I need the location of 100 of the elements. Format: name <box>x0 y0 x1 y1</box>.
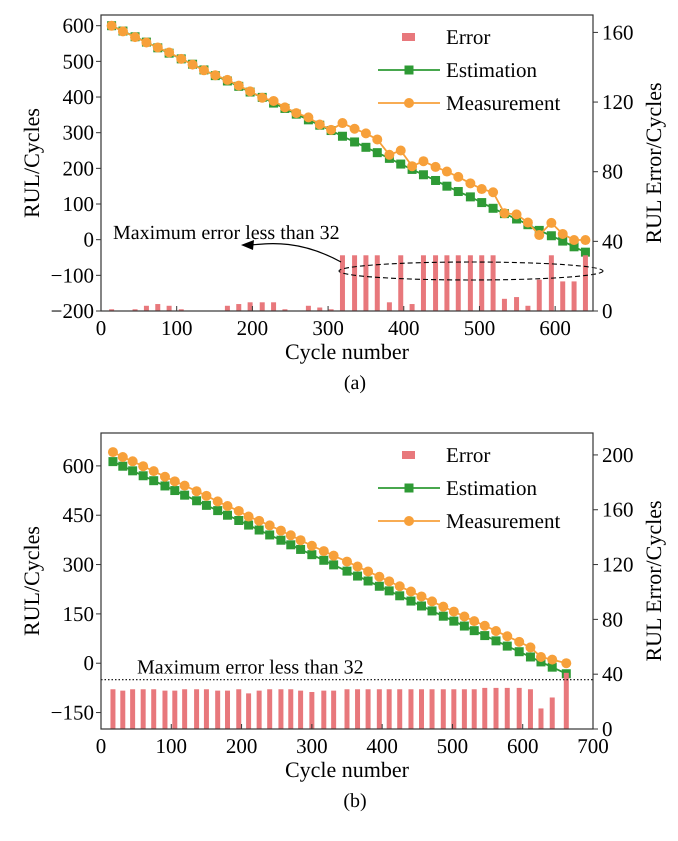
bar <box>420 255 426 311</box>
x-tick-label: 600 <box>506 734 538 758</box>
bar <box>376 689 382 729</box>
y2-tick-label: 80 <box>602 160 623 184</box>
point <box>296 544 306 554</box>
x-tick-label: 500 <box>464 316 496 340</box>
bar <box>352 255 358 311</box>
point <box>536 652 546 662</box>
bar <box>236 304 242 311</box>
point <box>202 500 211 510</box>
point <box>192 486 202 496</box>
point <box>222 501 233 512</box>
point <box>546 231 556 240</box>
bar <box>494 688 499 729</box>
point <box>170 476 180 486</box>
text: (a) <box>344 372 366 394</box>
point <box>492 636 501 646</box>
point <box>558 228 568 239</box>
point <box>406 596 416 606</box>
point <box>448 606 459 617</box>
y-tick-label: 600 <box>62 14 94 38</box>
y2-tick-label: 200 <box>602 442 634 467</box>
point <box>488 204 498 213</box>
x-tick-label: 100 <box>156 734 188 758</box>
legend-label: Error <box>446 443 490 467</box>
point <box>128 466 138 476</box>
bar <box>120 690 126 729</box>
x-axis-title: Cycle number <box>284 339 410 364</box>
y-axis-title: RUL/Cycles <box>19 108 44 218</box>
bar <box>386 689 392 729</box>
point <box>350 124 360 134</box>
legend-label: Measurement <box>446 509 560 533</box>
point <box>460 622 469 631</box>
point <box>438 612 448 621</box>
bar <box>490 255 496 311</box>
bar <box>340 255 345 311</box>
bar <box>151 689 156 729</box>
bar <box>204 689 209 729</box>
point <box>234 516 244 525</box>
y2-axis-title: RUL Error/Cycles <box>641 500 666 662</box>
point <box>329 560 338 570</box>
bar <box>321 690 326 729</box>
bar <box>344 689 350 729</box>
point <box>306 540 317 551</box>
y2-tick-label: 40 <box>602 229 623 254</box>
y2-tick-label: 40 <box>602 662 623 686</box>
point <box>428 606 437 616</box>
point <box>303 112 314 122</box>
point <box>276 526 286 536</box>
bar <box>548 255 554 311</box>
bar <box>479 255 484 311</box>
point <box>430 162 441 172</box>
y2-tick-label: 160 <box>602 498 634 522</box>
bar <box>215 690 220 729</box>
bar <box>502 298 507 311</box>
bar <box>456 255 461 311</box>
bar <box>309 692 314 729</box>
point <box>234 506 244 516</box>
y-tick-label: −150 <box>50 700 94 725</box>
point <box>148 466 159 476</box>
point <box>108 457 118 466</box>
bar <box>528 689 533 729</box>
point <box>394 581 405 592</box>
point <box>396 146 406 156</box>
x-tick-label: 300 <box>312 316 344 340</box>
point <box>118 452 128 462</box>
bar <box>462 689 467 729</box>
point <box>363 566 374 576</box>
point <box>328 550 339 561</box>
bar <box>550 697 555 729</box>
point <box>374 572 384 582</box>
point <box>418 156 428 166</box>
bar <box>246 693 252 729</box>
point <box>580 235 590 246</box>
point <box>418 170 428 180</box>
point <box>459 612 470 622</box>
bar <box>172 690 178 729</box>
point <box>264 520 275 530</box>
point <box>480 631 490 640</box>
point <box>160 481 170 490</box>
point <box>342 566 352 576</box>
x-tick-label: 500 <box>436 734 468 758</box>
point <box>286 530 296 540</box>
point <box>286 540 296 550</box>
point <box>353 572 362 581</box>
bar <box>514 297 520 311</box>
bar <box>433 255 438 311</box>
y-tick-label: 450 <box>62 503 94 528</box>
y-tick-label: 100 <box>62 192 94 216</box>
annotation: Maximum error less than 32 <box>113 222 340 244</box>
point <box>384 150 394 160</box>
bar <box>564 672 569 729</box>
point <box>268 96 279 106</box>
bar <box>331 690 336 729</box>
point <box>350 137 360 146</box>
bar <box>298 690 304 729</box>
y-tick-label: 400 <box>62 85 94 110</box>
point <box>514 636 524 647</box>
y-tick-label: 150 <box>62 602 94 626</box>
point <box>338 132 347 141</box>
